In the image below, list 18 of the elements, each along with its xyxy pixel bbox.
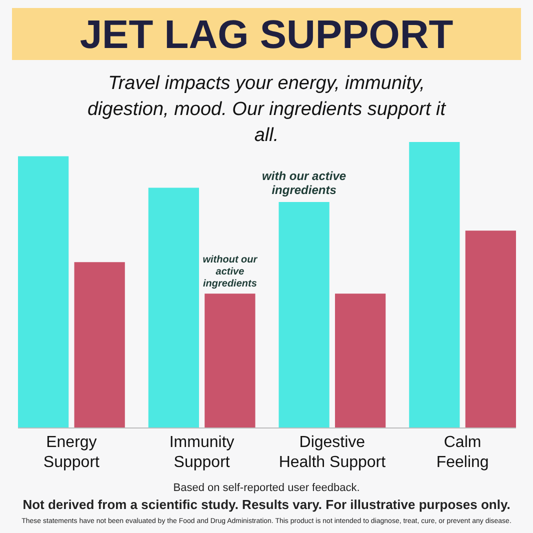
- bar: [409, 142, 460, 428]
- chart-title: JET LAG SUPPORT: [80, 13, 454, 57]
- series-label: without our active ingredients: [202, 254, 258, 290]
- x-tick-label: Calm Feeling: [436, 434, 489, 471]
- bar: [278, 202, 330, 428]
- text: Not derived from a scientific study. Results vary. For illustrative purposes only.: [22, 497, 510, 512]
- x-tick-label: Digestive Health Support: [278, 434, 386, 471]
- bar: [18, 156, 69, 428]
- x-tick-label: Energy Support: [43, 434, 100, 471]
- bar: [334, 294, 386, 428]
- series-label: with our active ingredients: [262, 169, 346, 198]
- chart-subtitle: Travel impacts your energy, immunity, digestion, mood. Our ingredients support it all.: [87, 73, 446, 146]
- bar: [148, 188, 200, 428]
- text: Based on self-reported user feedback.: [173, 482, 360, 494]
- x-tick-label: Immunity Support: [169, 434, 234, 471]
- bar: [465, 230, 516, 428]
- bar: [204, 294, 256, 428]
- bar: [74, 262, 125, 428]
